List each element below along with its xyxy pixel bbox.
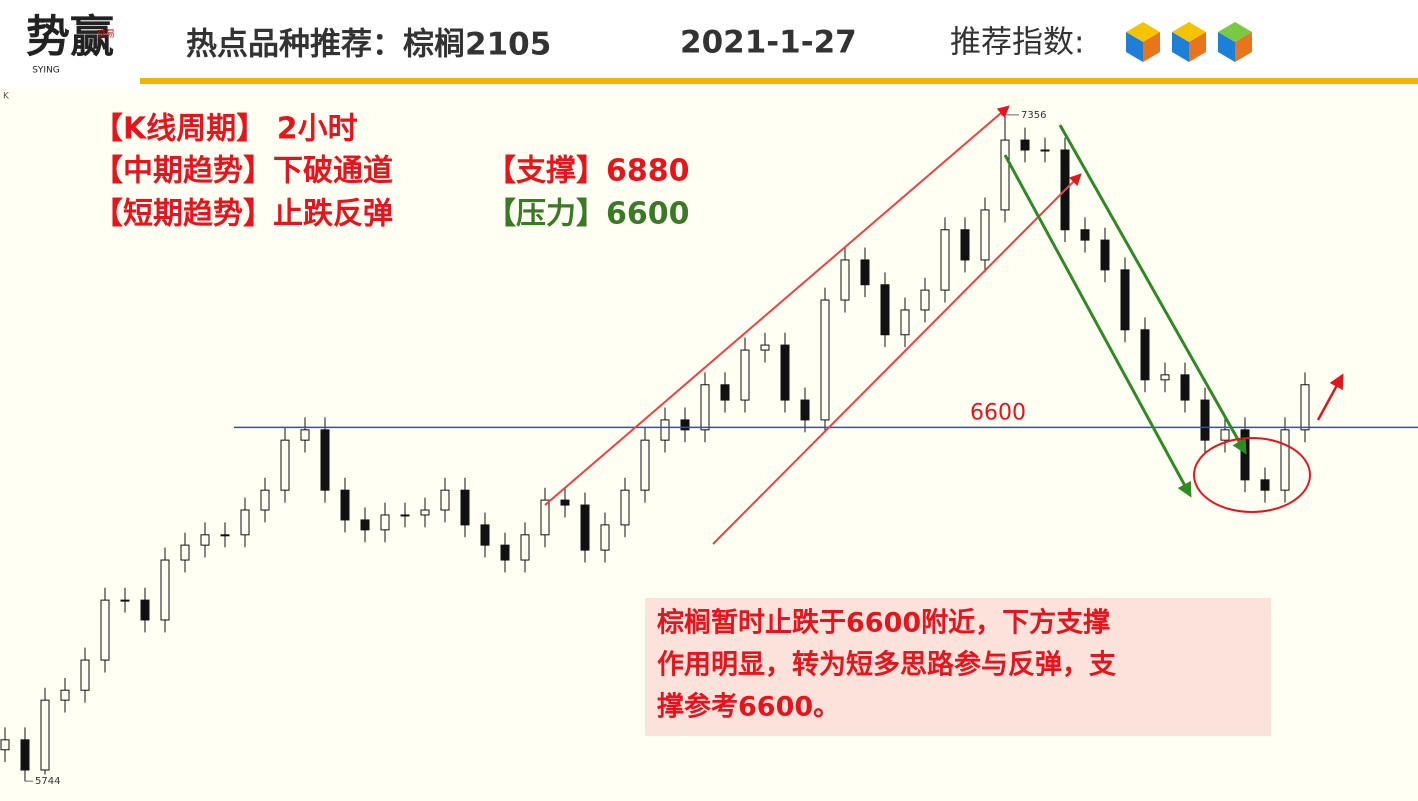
note-line: 棕榈暂时止跌于6600附近，下方支撑 (657, 607, 1110, 639)
candle-body (1100, 239, 1110, 271)
candle-body (900, 309, 910, 336)
candle-body (660, 419, 670, 441)
candle-body (1240, 429, 1250, 481)
short-trend: 【短期趋势】止跌反弹 (93, 197, 393, 232)
candle-body (1200, 399, 1210, 441)
candle-body (1220, 429, 1230, 441)
mid-trend: 【中期趋势】下破通道 (93, 154, 393, 189)
low-mark-label: 5744 (35, 776, 60, 787)
candle-body (60, 689, 70, 701)
candle-body (1300, 384, 1310, 431)
candle-body (440, 489, 450, 511)
candle-body (140, 599, 150, 621)
logo-seal: 交易 (97, 28, 115, 40)
candle-body (1000, 139, 1010, 211)
candle-body (240, 509, 250, 536)
candle-body (960, 229, 970, 261)
period: 【K线周期】 2小时 (93, 112, 358, 147)
candle-body (400, 514, 410, 517)
candle-body (200, 534, 210, 546)
trend-lines (544, 105, 1344, 545)
candle-body (340, 489, 350, 521)
candle-body (1140, 329, 1150, 381)
logo-sub: SYING (32, 66, 60, 76)
note-box (645, 598, 1271, 736)
candle-body (260, 489, 270, 511)
candle-body (860, 259, 870, 286)
candle-body (280, 439, 290, 491)
candle-body (640, 439, 650, 491)
corner-label: K (3, 92, 10, 102)
candle-body (720, 384, 730, 401)
candle-body (560, 499, 570, 506)
candle-body (220, 534, 230, 537)
candle-body (880, 284, 890, 336)
candle-body (540, 499, 550, 536)
header-rule (140, 78, 1418, 84)
candle-body (480, 524, 490, 546)
candle-body (320, 429, 330, 491)
candle-body (820, 299, 830, 421)
candle-body (380, 514, 390, 531)
candle-body (760, 344, 770, 351)
candle-body (520, 534, 530, 561)
candle-body (20, 739, 30, 771)
level-label: 6600 (970, 400, 1026, 425)
candle-body (740, 349, 750, 401)
candles (0, 114, 1310, 782)
candle-body (80, 659, 90, 691)
rating-label: 推荐指数: (950, 25, 1084, 61)
resistance: 【压力】6600 (486, 197, 690, 232)
candle-body (920, 289, 930, 311)
logo: 势赢 (26, 12, 114, 63)
note-line: 作用明显，转为短多思路参与反弹，支 (657, 649, 1116, 681)
candle-body (1020, 139, 1030, 151)
candle-body (700, 384, 710, 431)
candle-body (680, 419, 690, 431)
candle-body (1280, 429, 1290, 491)
candle-body (800, 399, 810, 421)
candle-body (500, 544, 510, 561)
candle-body (100, 599, 110, 661)
high-mark-label: 7356 (1021, 110, 1046, 121)
rating-icons (1126, 22, 1252, 62)
candle-body (360, 519, 370, 531)
candle-body (600, 524, 610, 551)
candle-body (0, 739, 10, 751)
note-line: 撑参考6600。 (657, 691, 840, 723)
candle-body (1080, 229, 1090, 241)
candle-body (940, 229, 950, 291)
candle-body (580, 504, 590, 551)
candle-body (1260, 479, 1270, 491)
candle-body (460, 489, 470, 526)
candle-body (1180, 374, 1190, 401)
candle-body (1160, 374, 1170, 381)
header-title: 热点品种推荐：棕榈2105 (186, 27, 551, 63)
candle-body (840, 259, 850, 301)
candle-body (1120, 269, 1130, 331)
header-date: 2021-1-27 (680, 25, 857, 61)
candle-body (980, 209, 990, 261)
candle-body (1040, 149, 1050, 152)
candle-body (120, 599, 130, 602)
candle-body (780, 344, 790, 401)
candle-body (180, 544, 190, 561)
candle-body (300, 429, 310, 441)
support: 【支撑】6880 (486, 154, 690, 189)
candle-body (620, 489, 630, 526)
candle-body (160, 559, 170, 621)
candle-body (40, 699, 50, 771)
candle-body (420, 509, 430, 516)
